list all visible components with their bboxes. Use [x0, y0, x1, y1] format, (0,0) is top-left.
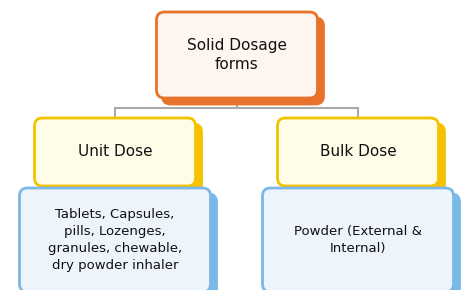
FancyBboxPatch shape [19, 188, 210, 290]
FancyBboxPatch shape [263, 188, 454, 290]
FancyBboxPatch shape [283, 124, 445, 192]
Text: Tablets, Capsules,
pills, Lozenges,
granules, chewable,
dry powder inhaler: Tablets, Capsules, pills, Lozenges, gran… [48, 208, 182, 272]
FancyBboxPatch shape [277, 118, 438, 186]
Text: Bulk Dose: Bulk Dose [319, 144, 396, 160]
FancyBboxPatch shape [163, 18, 323, 104]
FancyBboxPatch shape [40, 124, 201, 192]
FancyBboxPatch shape [35, 118, 195, 186]
Text: Unit Dose: Unit Dose [78, 144, 152, 160]
FancyBboxPatch shape [268, 194, 459, 290]
FancyBboxPatch shape [26, 194, 217, 290]
Text: Powder (External &
Internal): Powder (External & Internal) [294, 225, 422, 255]
Text: Solid Dosage
forms: Solid Dosage forms [187, 38, 287, 72]
FancyBboxPatch shape [156, 12, 318, 98]
